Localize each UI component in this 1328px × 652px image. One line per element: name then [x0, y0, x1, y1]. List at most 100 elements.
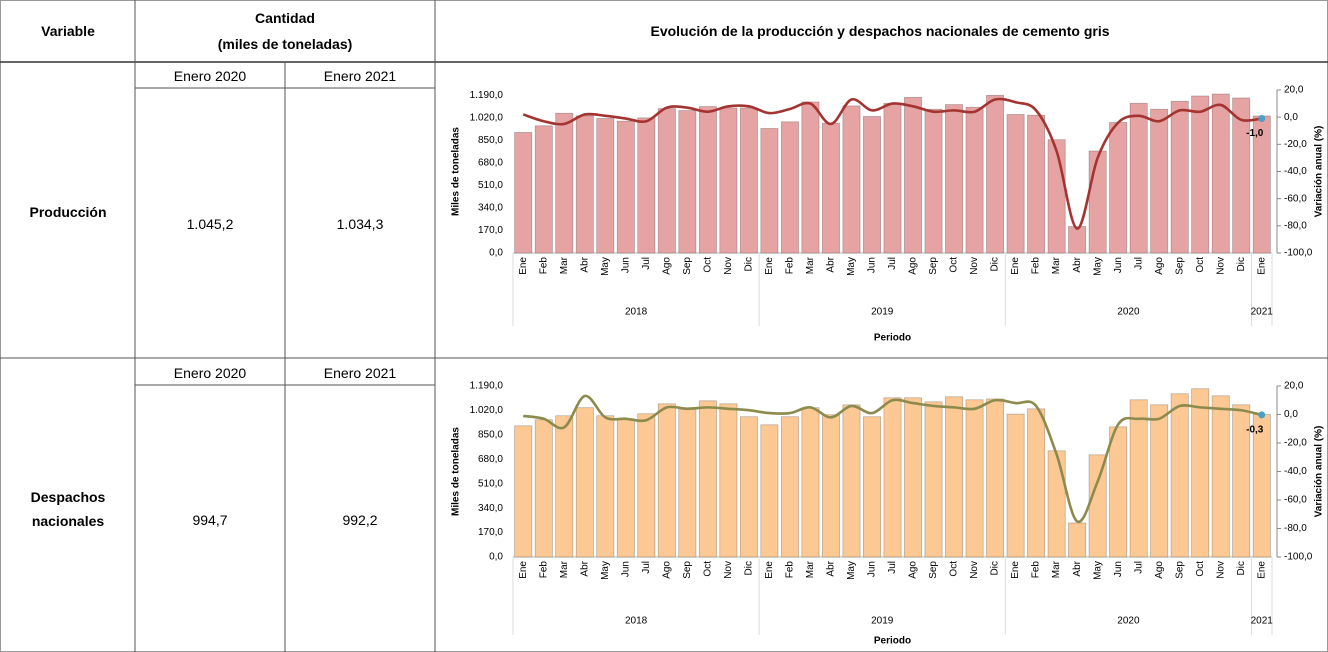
line	[523, 394, 1263, 523]
x-tick-label: Ene	[518, 561, 529, 579]
x-tick-label: Nov	[723, 257, 734, 275]
bar	[924, 401, 943, 558]
x-tick-label: Ene	[1010, 257, 1021, 275]
x-tick-label: Sep	[682, 257, 693, 275]
bar	[1232, 97, 1251, 254]
bar	[596, 415, 615, 558]
x-tick-label: Abr	[826, 256, 837, 272]
bar	[637, 413, 656, 558]
bar	[945, 104, 964, 254]
x-tick-label: May	[600, 561, 611, 580]
x-tick-label: Jun	[1113, 561, 1124, 577]
year-label: 2020	[1117, 307, 1140, 318]
data-label: -1,0	[1246, 128, 1264, 139]
x-tick-label: Ene	[1256, 561, 1267, 579]
x-tick-label: Ago	[908, 561, 919, 579]
period: Enero 2020	[173, 365, 247, 381]
y2-tick-label: -20,0	[1284, 139, 1307, 150]
bar	[555, 415, 574, 558]
x-tick-label: Jul	[641, 257, 652, 270]
bar	[904, 397, 922, 558]
x-tick-label: Ago	[661, 561, 672, 579]
x-tick-label: Dic	[990, 561, 1001, 575]
x-tick-label: Jul	[887, 561, 898, 574]
x-tick-label: Dic	[744, 257, 755, 271]
header-cantidad: Cantidad	[255, 10, 315, 26]
x-tick-label: Oct	[1195, 257, 1206, 273]
x-tick-label: Dic	[1236, 561, 1247, 575]
bar	[1170, 393, 1189, 558]
bar	[904, 96, 922, 254]
bar	[760, 424, 779, 558]
point-marker	[1258, 115, 1266, 123]
x-tick-label: May	[846, 561, 857, 580]
point-marker	[1258, 411, 1266, 419]
y2-tick-label: 20,0	[1284, 381, 1304, 392]
bar	[1129, 102, 1148, 254]
bar	[821, 414, 840, 558]
x-tick-label: Ene	[764, 257, 775, 275]
x-tick-label: Sep	[928, 257, 939, 275]
y2-tick-label: -40,0	[1284, 166, 1307, 177]
x-tick-label: Abr	[1072, 256, 1083, 272]
bar	[514, 425, 533, 558]
bar	[863, 116, 881, 254]
bar	[1211, 395, 1230, 558]
y-tick-label: 1.020,0	[470, 112, 504, 123]
y2-tick-label: -40,0	[1284, 466, 1307, 477]
bar	[801, 101, 820, 254]
x-tick-label: Oct	[703, 561, 714, 577]
bar	[1027, 408, 1046, 558]
year-label: 2020	[1117, 616, 1140, 627]
bar	[1006, 413, 1025, 558]
bar	[842, 105, 861, 254]
bar	[1047, 139, 1066, 254]
x-tick-label: Dic	[990, 257, 1001, 271]
bar	[616, 120, 635, 254]
y-tick-label: 680,0	[478, 158, 503, 169]
cell-value: 992,2	[342, 512, 378, 528]
bar	[1109, 122, 1128, 254]
bar	[1232, 404, 1251, 558]
x-tick-label: May	[1092, 561, 1103, 580]
x-tick-label: Abr	[579, 256, 590, 272]
bar	[1252, 414, 1271, 558]
x-tick-label: Abr	[826, 560, 837, 576]
y-tick-label: 510,0	[478, 180, 503, 191]
y-axis-title: Miles de toneladas	[451, 427, 462, 516]
x-tick-label: Nov	[723, 561, 734, 579]
x-tick-label: Jun	[620, 561, 631, 577]
bar	[739, 107, 758, 254]
y-tick-label: 0,0	[489, 552, 503, 563]
x-tick-label: Ene	[1256, 257, 1267, 275]
bar	[698, 106, 717, 254]
x-tick-label: May	[846, 257, 857, 276]
x-tick-label: Abr	[1072, 560, 1083, 576]
y-tick-label: 510,0	[478, 478, 503, 489]
bar	[1047, 450, 1066, 558]
year-label: 2021	[1251, 307, 1274, 318]
x-axis-title: Periodo	[874, 636, 911, 647]
bar	[760, 128, 779, 254]
x-tick-label: Mar	[1051, 560, 1062, 578]
cell-value: 994,7	[192, 512, 228, 528]
y-tick-label: 170,0	[478, 527, 503, 538]
bar	[1088, 454, 1107, 558]
x-tick-label: Mar	[1051, 256, 1062, 274]
bar	[842, 404, 861, 558]
y-tick-label: 1.020,0	[470, 405, 504, 416]
header-variable: Variable	[41, 23, 95, 39]
bar	[1006, 114, 1025, 254]
x-tick-label: Feb	[785, 257, 796, 275]
y2-tick-label: -80,0	[1284, 220, 1307, 231]
row-variable: Despachos nacionales	[30, 489, 106, 529]
year-label: 2019	[871, 307, 894, 318]
y2-tick-label: -100,0	[1284, 248, 1313, 259]
y2-tick-label: -100,0	[1284, 552, 1313, 563]
x-tick-label: Feb	[1031, 257, 1042, 275]
y-tick-label: 170,0	[478, 225, 503, 236]
y-tick-label: 1.190,0	[470, 381, 504, 392]
x-tick-label: Ene	[518, 257, 529, 275]
